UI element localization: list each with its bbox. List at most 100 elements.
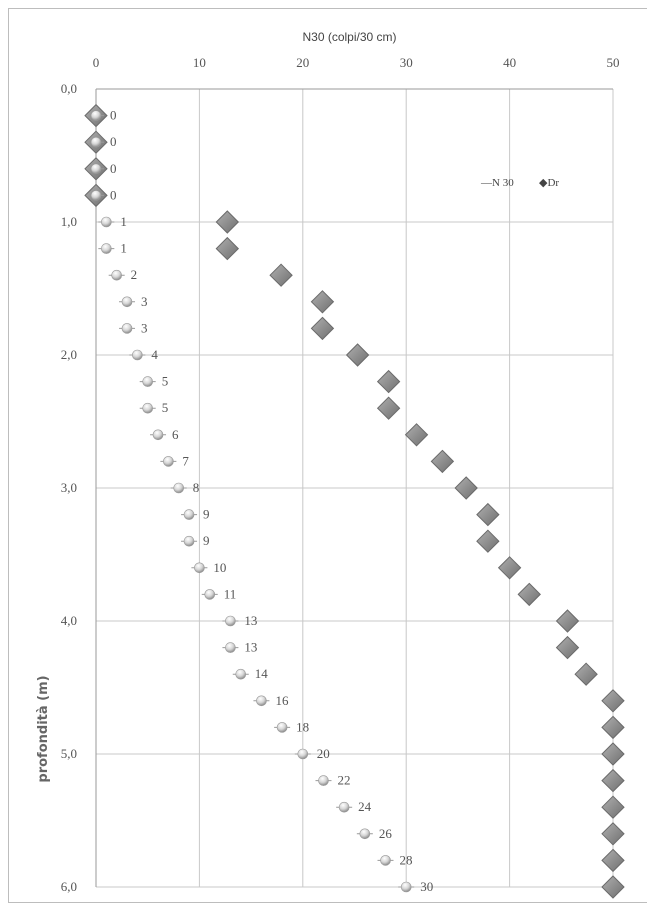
n30-data-label: 7: [182, 453, 189, 468]
n30-data-label: 18: [296, 719, 309, 734]
n30-data-label: 10: [213, 560, 226, 575]
dr-point: [555, 609, 580, 633]
n30-data-label: 22: [337, 773, 350, 788]
n30-point: [90, 190, 102, 201]
n30-point: [111, 269, 122, 281]
n30-point: [101, 243, 112, 254]
x-tick-label: 40: [503, 55, 516, 70]
n30-point: [173, 482, 185, 494]
n30-point: [338, 801, 350, 813]
n30-data-label: 30: [420, 879, 433, 894]
y-tick-label: 2,0: [61, 347, 77, 362]
n30-point: [90, 110, 102, 121]
n30-point: [225, 615, 236, 627]
dr-point: [601, 742, 625, 766]
n30-point: [183, 535, 195, 547]
dr-point: [345, 343, 370, 367]
n30-data-label: 24: [358, 799, 372, 814]
n30-data-label: 3: [141, 294, 148, 309]
y-tick-label: 3,0: [61, 480, 77, 495]
dr-point: [269, 263, 293, 287]
dr-point: [404, 423, 429, 447]
n30-point: [235, 668, 247, 680]
n30-point: [163, 456, 174, 467]
n30-data-label: 8: [193, 480, 200, 495]
n30-data-label: 16: [275, 693, 289, 708]
dr-point: [310, 316, 335, 341]
dr-point: [497, 556, 522, 580]
dr-point: [376, 396, 401, 420]
n30-point: [121, 323, 133, 334]
n30-point: [276, 722, 288, 733]
series-n30: 0000112334556789910111313141618202224262…: [88, 108, 433, 894]
n30-point: [204, 589, 216, 600]
dr-point: [517, 582, 541, 607]
dr-point: [601, 795, 625, 819]
n30-data-label: 20: [317, 746, 330, 761]
dr-point: [555, 635, 580, 660]
legend-n30-label: —N 30: [480, 177, 514, 189]
n30-point: [121, 296, 133, 308]
dr-point: [454, 476, 478, 500]
n30-point: [132, 349, 143, 361]
n30-point: [194, 562, 205, 574]
n30-point: [297, 748, 309, 760]
n30-point: [142, 402, 153, 414]
dr-point: [574, 662, 598, 686]
x-tick-label: 30: [400, 55, 413, 70]
y-tick-label: 5,0: [61, 746, 77, 761]
y-axis-title: profondità (m): [36, 675, 51, 782]
dr-point: [601, 848, 625, 873]
n30-point: [90, 163, 102, 175]
n30-data-label: 1: [120, 214, 127, 229]
n30-data-label: 6: [172, 427, 179, 442]
y-tick-label: 1,0: [61, 214, 77, 229]
n30-point: [380, 855, 391, 866]
n30-point: [90, 136, 102, 148]
dr-point: [215, 210, 240, 234]
n30-data-label: 0: [110, 161, 117, 176]
n30-data-label: 0: [110, 108, 117, 123]
series-dr: [84, 103, 625, 899]
n30-data-label: 9: [203, 533, 210, 548]
n30-point: [101, 216, 112, 228]
legend: —N 30 ◆Dr: [480, 177, 559, 189]
dr-point: [310, 290, 335, 314]
legend-dr-label: ◆Dr: [539, 177, 559, 189]
dr-point: [601, 768, 625, 793]
n30-data-label: 3: [141, 320, 148, 335]
dr-point: [601, 822, 625, 846]
n30-data-label: 5: [162, 374, 169, 389]
n30-point: [152, 429, 164, 441]
n30-point: [359, 828, 371, 840]
n30-data-label: 2: [131, 267, 138, 282]
n30-data-label: 0: [110, 134, 117, 149]
n30-point: [400, 881, 412, 893]
n30-point: [183, 509, 195, 520]
n30-data-label: 28: [400, 852, 413, 867]
chart-frame: 0 10 20 30 40 50 0,0 1,0 2,0 3,0 4,0 5,0 6,0 N30 (col…: [8, 8, 647, 903]
dr-point: [430, 449, 455, 474]
n30-data-label: 4: [151, 347, 158, 362]
n30-data-label: 26: [379, 826, 393, 841]
n30-point: [142, 376, 153, 387]
y-tick-label: 4,0: [61, 613, 77, 628]
n30-data-label: 14: [255, 666, 269, 681]
dr-point: [215, 236, 240, 261]
x-tick-label: 50: [607, 55, 620, 70]
y-tick-label: 0,0: [61, 81, 77, 96]
dr-point: [601, 689, 625, 713]
n30-data-label: 1: [120, 241, 127, 256]
x-tick-label: 20: [296, 55, 309, 70]
n30-data-label: 0: [110, 187, 117, 202]
n30-point: [318, 775, 329, 786]
x-tick-label: 10: [193, 55, 206, 70]
n30-data-label: 5: [162, 400, 169, 415]
dr-point: [376, 369, 401, 394]
n30-point: [225, 642, 236, 653]
n30-data-label: 11: [224, 586, 237, 601]
n30-data-label: 13: [244, 613, 257, 628]
x-axis-title: N30 (colpi/30 cm): [302, 30, 396, 44]
